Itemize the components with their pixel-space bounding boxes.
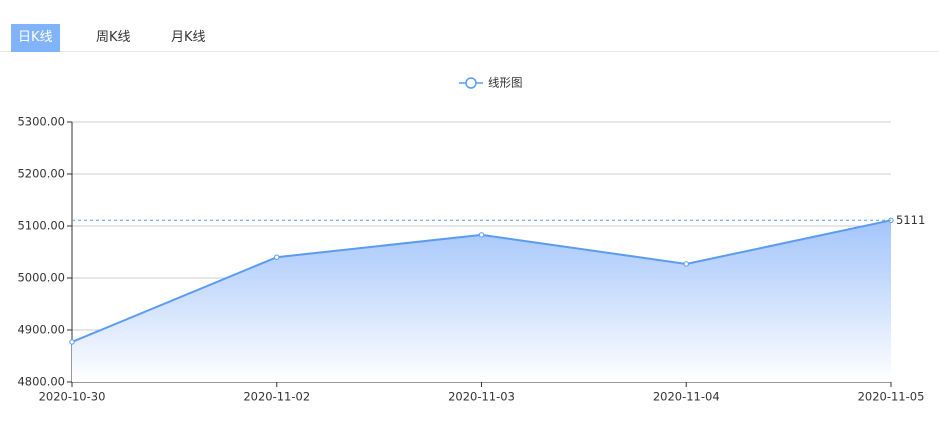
mark-line-label: 5111 xyxy=(896,213,925,227)
y-tick-label: 5000.00 xyxy=(17,271,65,285)
y-tick-label: 4900.00 xyxy=(17,323,65,337)
y-tick-label: 5300.00 xyxy=(17,115,65,129)
tab[interactable]: 周K线 xyxy=(96,30,131,45)
area xyxy=(72,220,891,382)
point xyxy=(69,339,75,345)
x-tick-label: 2020-11-04 xyxy=(653,390,720,404)
tab[interactable]: 月K线 xyxy=(171,30,206,45)
point xyxy=(478,232,485,238)
tab[interactable]: 日K线 xyxy=(11,24,60,52)
point xyxy=(683,261,689,267)
x-tick-label: 2020-10-30 xyxy=(39,390,106,404)
x-tick-label: 2020-11-05 xyxy=(858,390,925,404)
legend-marker xyxy=(465,77,477,89)
y-tick-label: 5200.00 xyxy=(17,167,65,181)
x-tick-label: 2020-11-02 xyxy=(243,390,310,404)
legend-label: 线形图 xyxy=(488,76,523,90)
point xyxy=(274,254,280,260)
x-tick-label: 2020-11-03 xyxy=(448,390,515,404)
tab-bar: 日K线 周K线 月K线 xyxy=(0,0,939,52)
y-tick-label: 4800.00 xyxy=(17,375,65,389)
y-tick-label: 5100.00 xyxy=(17,219,65,233)
